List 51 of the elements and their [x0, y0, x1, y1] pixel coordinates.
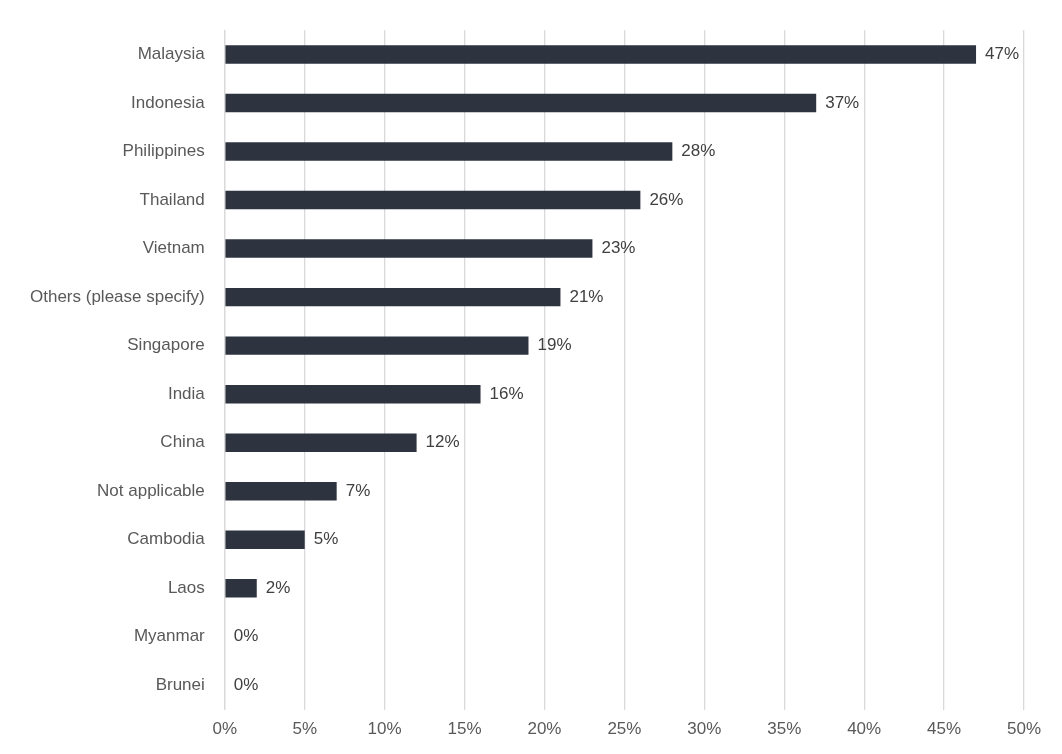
data-label: 5%: [313, 529, 339, 549]
x-tick-label: 20%: [527, 719, 562, 739]
x-tick-label: 45%: [927, 719, 962, 739]
bar: [225, 336, 529, 355]
data-label: 21%: [569, 286, 604, 306]
y-tick-label: Thailand: [139, 189, 205, 209]
y-tick-label: Singapore: [127, 335, 205, 355]
data-label: 2%: [265, 577, 291, 597]
x-tick-label: 25%: [607, 719, 642, 739]
data-label: 19%: [537, 335, 572, 355]
bar: [225, 45, 977, 64]
data-label: 26%: [649, 189, 684, 209]
y-tick-label: Laos: [167, 577, 205, 597]
x-tick-label: 10%: [367, 719, 402, 739]
x-tick-label: 15%: [447, 719, 482, 739]
data-label: 12%: [425, 432, 460, 452]
y-tick-label: India: [167, 383, 206, 403]
data-label: 16%: [489, 383, 524, 403]
data-label: 23%: [601, 238, 636, 258]
y-tick-label: Vietnam: [142, 238, 205, 258]
x-tick-label: 30%: [687, 719, 722, 739]
bar: [225, 93, 817, 113]
data-label: 7%: [345, 480, 371, 500]
y-tick-label: Others (please specify): [29, 286, 205, 306]
bar: [225, 190, 641, 210]
x-tick-label: 40%: [847, 719, 882, 739]
x-tick-label: 50%: [1006, 719, 1042, 739]
bar: [225, 384, 481, 404]
bar: [225, 530, 305, 549]
x-tick-label: 0%: [212, 719, 238, 739]
data-label: 28%: [681, 141, 716, 161]
x-tick-label: 35%: [767, 719, 802, 739]
y-tick-label: China: [160, 432, 206, 452]
y-tick-label: Malaysia: [137, 44, 206, 64]
y-tick-label: Brunei: [155, 675, 205, 695]
y-tick-label: Not applicable: [97, 480, 205, 500]
bar: [225, 287, 561, 307]
x-tick-label: 5%: [292, 719, 317, 739]
data-label: 0%: [233, 675, 259, 695]
bar: [225, 142, 673, 161]
bar: [225, 579, 257, 598]
bar: [225, 482, 337, 501]
data-label: 0%: [233, 626, 259, 646]
y-tick-label: Cambodia: [127, 529, 206, 549]
y-tick-label: Indonesia: [131, 92, 206, 112]
y-tick-label: Myanmar: [133, 626, 206, 646]
bar: [225, 433, 417, 452]
data-label: 37%: [825, 92, 860, 112]
data-label: 47%: [985, 44, 1020, 64]
bar: [225, 239, 593, 258]
y-tick-label: Philippines: [122, 141, 205, 161]
